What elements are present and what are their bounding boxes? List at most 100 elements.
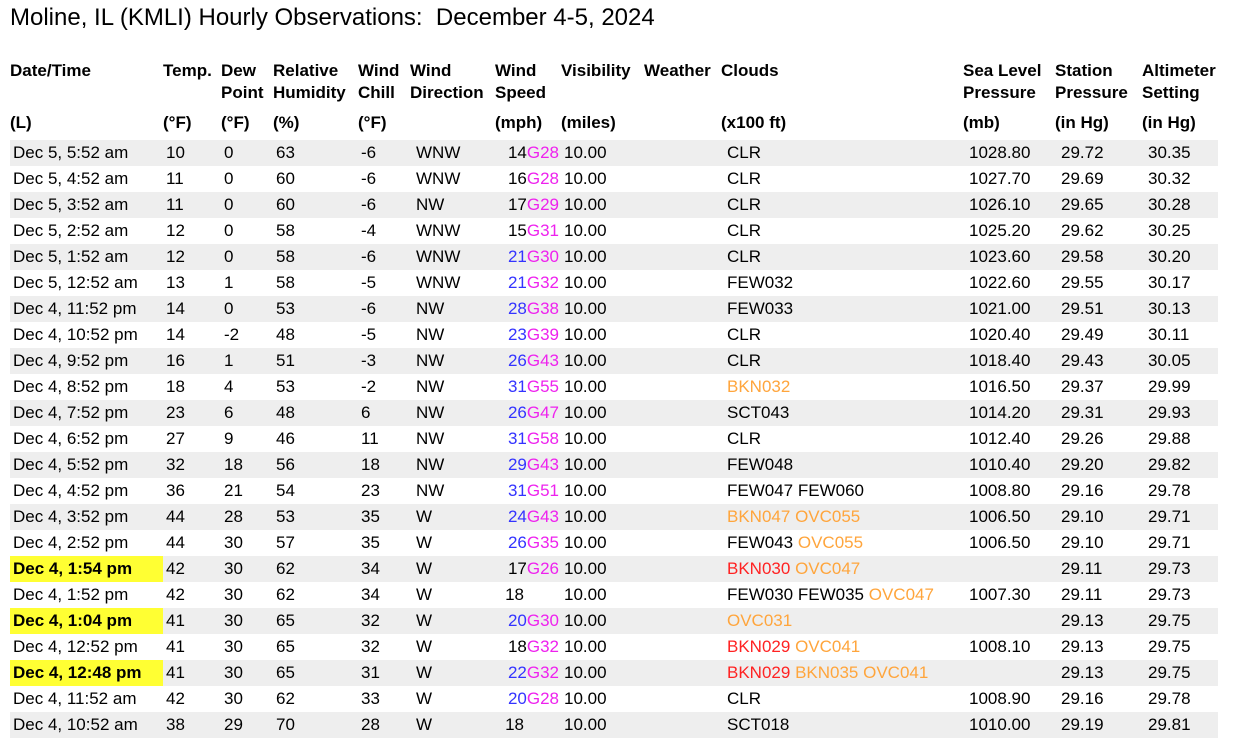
cell-dew-point: 18 <box>221 452 273 478</box>
cell-station-pressure: 29.10 <box>1055 504 1142 530</box>
cell-time: Dec 4, 8:52 pm <box>10 374 163 400</box>
cell-wind-direction: W <box>410 504 495 530</box>
cell-sea-level-pressure: 1007.30 <box>963 582 1055 608</box>
cell-dew-point: 30 <box>221 582 273 608</box>
cell-temp: 41 <box>163 608 221 634</box>
cell-wind-direction: WNW <box>410 270 495 296</box>
cell-dew-point: 30 <box>221 634 273 660</box>
cell-visibility: 10.00 <box>561 504 644 530</box>
cell-station-pressure: 29.11 <box>1055 556 1142 582</box>
header-date-time: Date/Time <box>10 61 91 80</box>
cell-humidity: 54 <box>273 478 358 504</box>
cell-wind-direction: W <box>410 530 495 556</box>
cell-wind-speed: 15G31 <box>495 218 561 244</box>
cell-sea-level-pressure: 1026.10 <box>963 192 1055 218</box>
cell-wind-chill: 18 <box>358 452 410 478</box>
cell-temp: 23 <box>163 400 221 426</box>
cell-weather <box>644 374 721 400</box>
cell-wind-chill: 28 <box>358 712 410 738</box>
header-dew-point: Dew Point <box>221 61 264 102</box>
wind-gust: G28 <box>526 169 559 188</box>
cell-weather <box>644 140 721 166</box>
cell-wind-direction: WNW <box>410 218 495 244</box>
cell-altimeter: 30.32 <box>1142 166 1218 192</box>
cell-weather <box>644 452 721 478</box>
cell-wind-speed: 18G32 <box>495 634 561 660</box>
table-row: Dec 4, 12:52 pm 41 30 65 32 W 18G32 10.00 BKN029… <box>10 634 1218 660</box>
cell-clouds: CLR <box>721 244 963 270</box>
cell-clouds: FEW030 FEW035 OVC047 <box>721 582 963 608</box>
wind-gust: G32 <box>526 663 559 682</box>
cell-visibility: 10.00 <box>561 140 644 166</box>
cloud-layer: BKN035 <box>795 663 859 682</box>
cell-humidity: 63 <box>273 140 358 166</box>
cell-station-pressure: 29.43 <box>1055 348 1142 374</box>
cell-wind-chill: -6 <box>358 140 410 166</box>
wind-gust: G38 <box>526 299 559 318</box>
table-row: Dec 4, 10:52 pm 14 -2 48 -5 NW 23G39 10.00 CLR 10… <box>10 322 1218 348</box>
cell-station-pressure: 29.13 <box>1055 634 1142 660</box>
cell-wind-chill: 6 <box>358 400 410 426</box>
wind-gust: G47 <box>526 403 559 422</box>
cell-dew-point: -2 <box>221 322 273 348</box>
cell-wind-chill: -4 <box>358 218 410 244</box>
table-row: Dec 4, 10:52 am 38 29 70 28 W 18 10.00 SCT018 101… <box>10 712 1218 738</box>
cell-weather <box>644 322 721 348</box>
wind-sustained: 26 <box>507 403 527 422</box>
cell-station-pressure: 29.58 <box>1055 244 1142 270</box>
cell-altimeter: 30.35 <box>1142 140 1218 166</box>
cell-clouds: CLR <box>721 426 963 452</box>
cell-dew-point: 0 <box>221 218 273 244</box>
cell-wind-chill: -5 <box>358 270 410 296</box>
cell-wind-chill: -5 <box>358 322 410 348</box>
cloud-layer: FEW035 <box>797 585 865 604</box>
wind-sustained: 18 <box>505 715 524 734</box>
wind-gust: G28 <box>526 143 559 162</box>
cell-altimeter: 29.75 <box>1142 660 1218 686</box>
cell-weather <box>644 582 721 608</box>
cell-altimeter: 30.11 <box>1142 322 1218 348</box>
cell-humidity: 62 <box>273 582 358 608</box>
cell-weather <box>644 634 721 660</box>
cell-clouds: CLR <box>721 140 963 166</box>
cell-time: Dec 5, 4:52 am <box>10 166 163 192</box>
wind-sustained: 18 <box>505 585 524 604</box>
table-row: Dec 4, 8:52 pm 18 4 53 -2 NW 31G55 10.00 BKN032 1… <box>10 374 1218 400</box>
cell-temp: 11 <box>163 192 221 218</box>
cell-sea-level-pressure: 1006.50 <box>963 504 1055 530</box>
cell-sea-level-pressure: 1008.80 <box>963 478 1055 504</box>
cell-temp: 12 <box>163 244 221 270</box>
cell-wind-speed: 17G26 <box>495 556 561 582</box>
cell-clouds: BKN032 <box>721 374 963 400</box>
cell-wind-direction: NW <box>410 374 495 400</box>
cell-sea-level-pressure: 1023.60 <box>963 244 1055 270</box>
cell-temp: 18 <box>163 374 221 400</box>
cell-temp: 16 <box>163 348 221 374</box>
table-row: Dec 4, 1:04 pm 41 30 65 32 W 20G30 10.00 OVC031 2… <box>10 608 1218 634</box>
cell-station-pressure: 29.62 <box>1055 218 1142 244</box>
cell-wind-speed: 26G47 <box>495 400 561 426</box>
wind-sustained: 26 <box>507 351 527 370</box>
wind-sustained: 15 <box>507 221 527 240</box>
cell-station-pressure: 29.69 <box>1055 166 1142 192</box>
wind-gust: G51 <box>526 481 559 500</box>
wind-gust: G32 <box>526 273 559 292</box>
cloud-layer: CLR <box>727 169 762 188</box>
cell-station-pressure: 29.31 <box>1055 400 1142 426</box>
wind-gust: G43 <box>526 351 559 370</box>
cloud-layer: FEW047 <box>727 481 794 500</box>
cell-wind-chill: 11 <box>358 426 410 452</box>
cell-wind-direction: NW <box>410 296 495 322</box>
cell-weather <box>644 530 721 556</box>
cell-humidity: 65 <box>273 634 358 660</box>
cell-dew-point: 30 <box>221 660 273 686</box>
table-row: Dec 5, 2:52 am 12 0 58 -4 WNW 15G31 10.00 CLR 102… <box>10 218 1218 244</box>
cell-sea-level-pressure: 1006.50 <box>963 530 1055 556</box>
wind-gust: G32 <box>526 637 559 656</box>
cell-wind-chill: 32 <box>358 634 410 660</box>
cell-time: Dec 4, 6:52 pm <box>10 426 163 452</box>
cell-wind-chill: 35 <box>358 530 410 556</box>
cell-weather <box>644 608 721 634</box>
header-unit-wind-chill: (°F) <box>358 113 387 132</box>
cell-temp: 14 <box>163 322 221 348</box>
